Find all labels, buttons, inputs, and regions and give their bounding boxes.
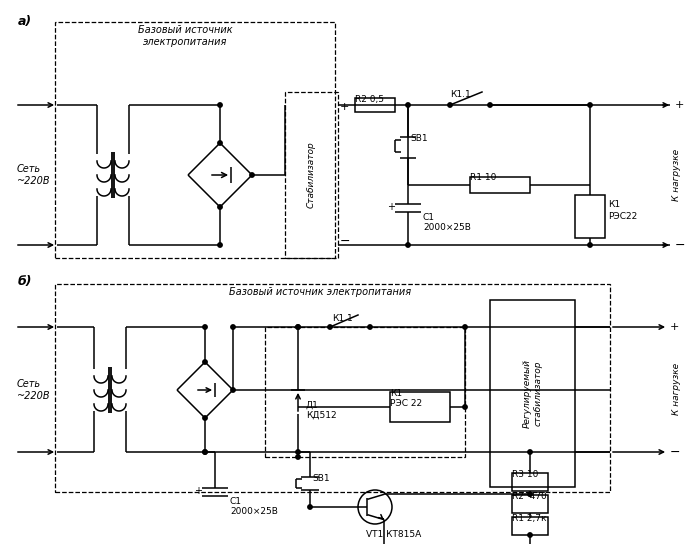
Circle shape <box>203 360 208 364</box>
Text: С1
2000×25В: С1 2000×25В <box>230 497 278 516</box>
Circle shape <box>463 405 467 409</box>
Text: SB1: SB1 <box>410 134 428 143</box>
Text: R1 2,7к: R1 2,7к <box>512 514 546 523</box>
Text: Базовый источник электропитания: Базовый источник электропитания <box>229 287 411 297</box>
Text: +: + <box>675 100 684 110</box>
Circle shape <box>588 243 592 247</box>
Text: Стабилизатор: Стабилизатор <box>307 141 316 208</box>
Circle shape <box>218 103 222 107</box>
Bar <box>470 177 530 193</box>
Bar <box>55 284 610 492</box>
Circle shape <box>528 533 532 537</box>
Bar <box>512 495 548 513</box>
Circle shape <box>203 450 208 454</box>
Text: К1: К1 <box>608 200 620 209</box>
Bar <box>390 392 450 422</box>
Text: R2  470: R2 470 <box>512 492 547 501</box>
Text: Регулируемый
стабилизатор: Регулируемый стабилизатор <box>523 359 542 428</box>
Text: К нагрузке: К нагрузке <box>672 363 681 415</box>
Circle shape <box>218 141 222 145</box>
Circle shape <box>406 243 410 247</box>
Circle shape <box>463 325 467 329</box>
Text: К1.1: К1.1 <box>332 314 353 323</box>
Circle shape <box>296 450 301 454</box>
Circle shape <box>218 205 222 209</box>
Text: Сеть
~220В: Сеть ~220В <box>17 379 51 401</box>
Bar <box>512 517 548 535</box>
Text: VT1 КТ815А: VT1 КТ815А <box>366 530 422 539</box>
Text: +: + <box>340 102 349 112</box>
Text: К1
РЭС 22: К1 РЭС 22 <box>390 389 422 409</box>
Text: К1.1: К1.1 <box>450 90 471 99</box>
Circle shape <box>231 388 235 392</box>
Text: SB1: SB1 <box>312 474 330 483</box>
Bar <box>265 327 465 457</box>
Text: Д1
КД512: Д1 КД512 <box>306 400 337 420</box>
Circle shape <box>231 325 235 329</box>
Text: С1
2000×25В: С1 2000×25В <box>423 213 471 232</box>
Text: −: − <box>340 235 350 248</box>
Circle shape <box>203 416 208 420</box>
Text: R2 0,5: R2 0,5 <box>355 95 384 104</box>
Circle shape <box>308 505 312 509</box>
Circle shape <box>328 325 332 329</box>
Circle shape <box>218 243 222 247</box>
Text: R1 10: R1 10 <box>470 173 496 182</box>
Circle shape <box>588 103 592 107</box>
Text: а): а) <box>18 15 32 28</box>
Circle shape <box>488 103 492 107</box>
Bar <box>55 22 335 258</box>
Bar <box>285 92 338 258</box>
Text: К нагрузке: К нагрузке <box>672 149 681 201</box>
Circle shape <box>203 325 208 329</box>
Circle shape <box>296 325 301 329</box>
Text: Сеть
~220В: Сеть ~220В <box>17 164 51 186</box>
Bar <box>355 98 395 112</box>
Text: +: + <box>670 322 679 332</box>
Circle shape <box>406 103 410 107</box>
Circle shape <box>250 173 254 177</box>
Circle shape <box>203 450 208 454</box>
Text: −: − <box>675 238 686 251</box>
Circle shape <box>448 103 452 107</box>
Bar <box>490 300 575 487</box>
Bar <box>575 195 605 238</box>
Text: −: − <box>670 446 681 459</box>
Text: РЭС22: РЭС22 <box>608 212 637 221</box>
Circle shape <box>528 492 532 497</box>
Circle shape <box>296 455 301 459</box>
Circle shape <box>296 325 301 329</box>
Text: R3 10: R3 10 <box>512 470 539 479</box>
Text: б): б) <box>18 275 33 288</box>
Circle shape <box>368 325 372 329</box>
Text: +: + <box>387 201 395 212</box>
Bar <box>512 473 548 491</box>
Circle shape <box>528 450 532 454</box>
Text: +: + <box>194 486 202 496</box>
Text: Базовый источник
электропитания: Базовый источник электропитания <box>137 25 232 47</box>
